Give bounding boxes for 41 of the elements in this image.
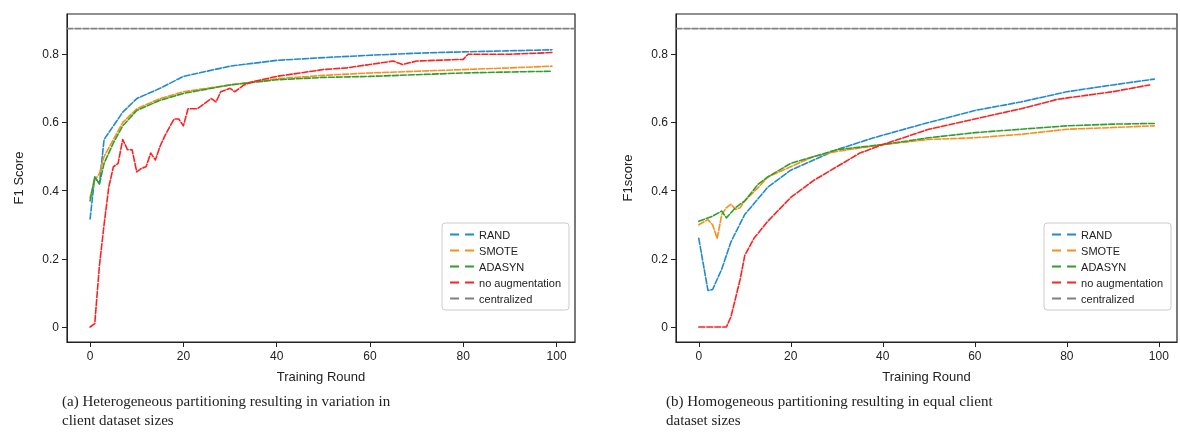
x-tick-label: 20 bbox=[176, 349, 191, 363]
legend-label: ADASYN bbox=[479, 260, 525, 273]
x-tick-label: 80 bbox=[1060, 349, 1074, 363]
legend-label: centralized bbox=[1081, 292, 1135, 305]
y-tick-label: 0.8 bbox=[651, 47, 669, 62]
x-tick-label: 0 bbox=[695, 349, 703, 363]
x-tick-label: 100 bbox=[1148, 349, 1170, 363]
y-axis-title: F1score bbox=[620, 154, 635, 202]
x-tick-label: 80 bbox=[456, 349, 471, 363]
y-tick-label: 0.4 bbox=[651, 183, 669, 198]
y-axis-title: F1 Score bbox=[11, 151, 26, 205]
x-axis-title: Training Round bbox=[276, 369, 366, 384]
legend-label: ADASYN bbox=[1081, 260, 1127, 273]
y-tick-label: 0.2 bbox=[42, 251, 60, 266]
y-tick-label: 0.6 bbox=[42, 115, 60, 130]
legend-label: SMOTE bbox=[1081, 244, 1121, 257]
line-series bbox=[89, 49, 553, 220]
y-tick-label: 0 bbox=[661, 320, 669, 334]
y-tick-label: 0 bbox=[52, 320, 60, 334]
x-tick-label: 0 bbox=[86, 349, 94, 363]
x-tick-label: 100 bbox=[546, 349, 567, 363]
legend-label: centralized bbox=[479, 292, 533, 305]
y-tick-label: 0.8 bbox=[42, 47, 60, 62]
legend-label: RAND bbox=[479, 228, 511, 241]
y-tick-label: 0.6 bbox=[651, 115, 669, 130]
y-tick-label: 0.4 bbox=[42, 183, 60, 198]
line-series bbox=[697, 122, 1156, 223]
x-axis-title: Training Round bbox=[882, 369, 971, 384]
x-tick-label: 60 bbox=[968, 349, 982, 363]
legend-label: SMOTE bbox=[479, 244, 519, 257]
x-tick-label: 40 bbox=[876, 349, 890, 363]
legend-label: no augmentation bbox=[1081, 276, 1163, 289]
x-tick-label: 60 bbox=[363, 349, 377, 363]
text: (b) Homogeneous partitioning resulting in equal client dataset sizes bbox=[666, 392, 994, 430]
x-tick-label: 20 bbox=[784, 349, 798, 363]
legend-label: no augmentation bbox=[479, 276, 561, 289]
legend-label: RAND bbox=[1081, 228, 1113, 241]
line-series bbox=[697, 125, 1156, 240]
x-tick-label: 40 bbox=[270, 349, 284, 363]
y-tick-label: 0.2 bbox=[651, 251, 669, 266]
text: (a) Heterogeneous partitioning resulting in variation in client dataset sizes bbox=[62, 392, 392, 430]
